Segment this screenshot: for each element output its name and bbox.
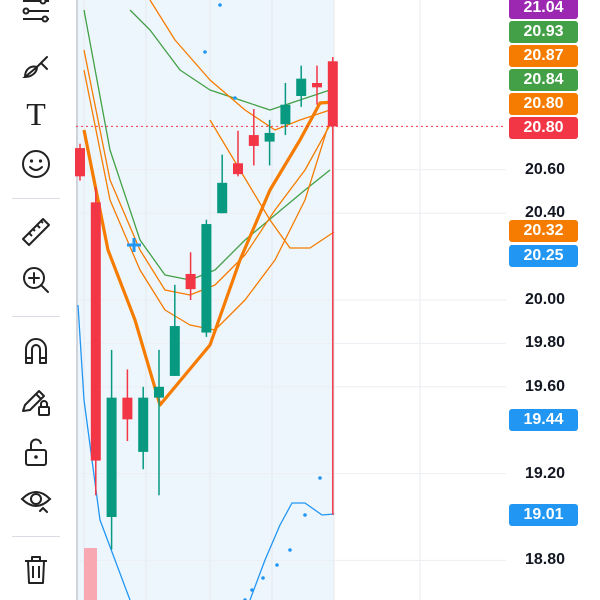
lock-drawings-tool[interactable] [12, 382, 60, 422]
candle-body [154, 386, 164, 398]
candle-body [201, 224, 212, 333]
price-axis-tick-label: 20.40 [524, 204, 566, 222]
drawing-toolbar: T [0, 0, 74, 600]
toolbar-divider [12, 536, 60, 537]
magnet-icon [25, 338, 47, 364]
indicator-dot [275, 563, 279, 567]
candle-body [90, 202, 101, 461]
price-label: 21.04 [509, 0, 578, 19]
ruler-icon [22, 218, 50, 246]
price-axis-tick-label: 19.80 [524, 334, 566, 352]
indicator-cross-marker [127, 238, 141, 252]
price-label: 20.80 [509, 117, 578, 139]
price-label: 20.25 [509, 245, 578, 267]
candle-body [138, 397, 149, 452]
price-axis-tick-label: 20.00 [524, 291, 566, 308]
indicator-line-orange-thick [82, 100, 335, 407]
indicator-line-green [129, 9, 331, 111]
toolbar-divider [12, 316, 60, 317]
zoom-tool[interactable] [12, 260, 60, 300]
ruler-tool[interactable] [12, 212, 60, 252]
candle-body [122, 397, 133, 420]
delete-tool[interactable] [12, 550, 60, 590]
candle-body [296, 78, 307, 97]
indicator-dot [303, 513, 307, 517]
eye-icon [20, 491, 52, 513]
indicator-dot [218, 3, 222, 7]
indicator-line-orange [149, 0, 331, 131]
price-label: 20.32 [509, 220, 578, 242]
smiley-icon [22, 150, 50, 178]
volume-bar [84, 548, 97, 600]
indicator-line-blue [249, 502, 335, 600]
price-axis-tick-label: 19.60 [524, 377, 566, 395]
indicator-dot [288, 548, 292, 552]
candle-body [217, 182, 228, 214]
text-tool[interactable]: T [12, 94, 60, 134]
candle-body [185, 273, 196, 290]
magnet-tool[interactable] [12, 330, 60, 370]
candle-body [312, 83, 322, 88]
indicator-dot [203, 50, 207, 54]
zoom-in-icon [23, 267, 49, 293]
trend-line-icon [22, 0, 49, 23]
toolbar-divider [12, 198, 60, 199]
candle-body [280, 104, 291, 125]
price-label: 20.93 [509, 21, 578, 43]
trash-icon [25, 556, 47, 584]
indicator-dot [250, 588, 254, 592]
unlock-icon [25, 438, 47, 466]
candle-body [233, 163, 243, 175]
indicator-dot [233, 96, 237, 100]
price-axis-tick-label: 20.60 [524, 160, 566, 178]
price-label: 20.80 [509, 93, 578, 115]
emoji-tool[interactable] [12, 144, 60, 184]
pencil-lock-icon [22, 390, 50, 416]
price-label: 20.87 [509, 45, 578, 67]
price-axis-tick-label: 19.20 [524, 464, 566, 482]
indicator-dot [261, 576, 265, 580]
candle-body [169, 326, 180, 376]
price-label: 19.01 [509, 504, 578, 526]
brush-icon [22, 56, 48, 79]
visibility-tool[interactable] [12, 480, 60, 520]
indicator-dot [318, 476, 322, 480]
candle-body [264, 132, 275, 142]
brush-tool[interactable] [12, 46, 60, 86]
candle-body [327, 61, 338, 127]
lock-tool[interactable] [12, 432, 60, 472]
price-axis-tick-label: 18.80 [524, 551, 566, 569]
price-label: 20.84 [509, 69, 578, 91]
text-icon: T [26, 96, 46, 132]
candle-body [75, 148, 85, 177]
candle-body [248, 135, 259, 146]
candle-body [106, 397, 117, 517]
price-label: 19.44 [509, 409, 578, 431]
trend-line-tool[interactable] [12, 0, 60, 32]
indicator-line-orange [209, 119, 335, 249]
